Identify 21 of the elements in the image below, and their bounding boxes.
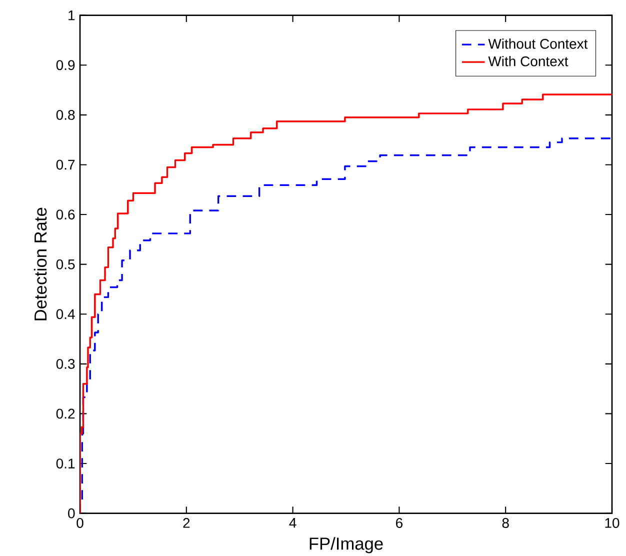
x-axis-title: FP/Image bbox=[310, 537, 383, 554]
legend-label: Without Context bbox=[488, 38, 588, 49]
y-tick-label: 1 bbox=[68, 10, 75, 20]
y-axis-title: Detection Rate bbox=[34, 208, 47, 320]
y-tick-label: 0.9 bbox=[56, 60, 75, 70]
x-tick-label: 10 bbox=[605, 518, 620, 528]
y-tick-label: 0.3 bbox=[56, 358, 75, 369]
y-tick-label: 0 bbox=[68, 508, 75, 518]
legend-label: With Context bbox=[488, 56, 568, 66]
x-tick-label: 8 bbox=[502, 518, 509, 528]
y-tick-label: 0.4 bbox=[56, 309, 75, 320]
x-tick-label: 2 bbox=[183, 518, 190, 528]
x-tick-label: 6 bbox=[396, 518, 402, 528]
y-tick-label: 0.6 bbox=[56, 210, 75, 220]
y-tick-label: 0.7 bbox=[56, 160, 75, 170]
y-tick-label: 0.5 bbox=[56, 259, 75, 270]
x-tick-label: 4 bbox=[289, 518, 296, 528]
y-tick-label: 0.8 bbox=[56, 110, 75, 120]
y-tick-label: 0.1 bbox=[56, 458, 75, 468]
x-tick-label: 0 bbox=[76, 518, 84, 528]
y-tick-label: 0.2 bbox=[56, 408, 75, 419]
